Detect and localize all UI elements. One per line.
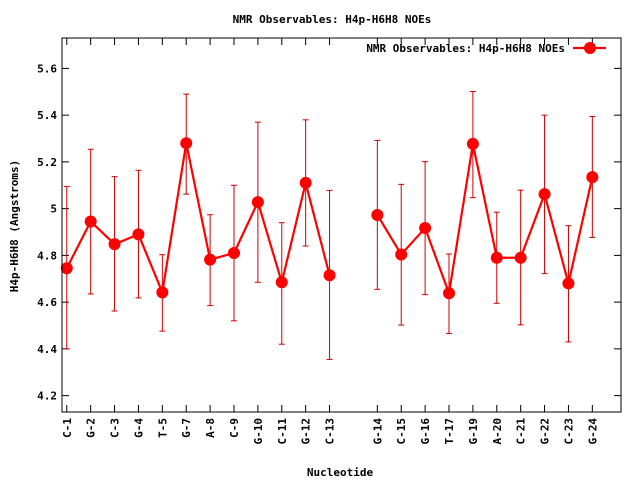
data-point — [562, 277, 575, 290]
x-tick-label: G-4 — [132, 418, 145, 438]
x-tick-label: C-11 — [276, 418, 289, 445]
x-tick-label: G-14 — [371, 418, 384, 445]
x-tick-label: C-21 — [515, 418, 528, 445]
x-tick-label: G-19 — [467, 418, 480, 445]
x-tick-label: G-7 — [180, 418, 193, 438]
data-point — [204, 253, 217, 266]
x-tick-label: G-22 — [539, 418, 552, 445]
x-tick-label: C-9 — [228, 418, 241, 438]
data-point — [371, 208, 384, 221]
data-point — [490, 251, 503, 264]
data-point — [156, 286, 169, 299]
plot-frame — [61, 37, 622, 413]
legend-marker — [584, 42, 596, 54]
x-tick-label: G-16 — [419, 418, 432, 445]
data-point — [419, 222, 432, 235]
y-tick-label: 4.8 — [37, 249, 57, 262]
series-line — [376, 143, 594, 298]
x-tick-label: G-10 — [252, 418, 265, 445]
data-point — [275, 276, 288, 289]
x-tick-label: G-2 — [85, 418, 98, 438]
data-point — [538, 188, 551, 201]
x-tick-label: A-8 — [204, 418, 217, 438]
x-tick-label: T-17 — [443, 418, 456, 445]
x-tick-label: C-15 — [395, 418, 408, 445]
y-tick-label: 5.4 — [37, 109, 57, 122]
y-tick-label: 5.2 — [37, 156, 57, 169]
data-point — [443, 287, 455, 300]
plot-area: 4.2 4.4 4.6 4.8 5 5.2 5.4 5.6 C-1 G-2 C-3 G-4 T-5 G-7… — [37, 38, 621, 445]
x-tick-label: C-1 — [61, 418, 74, 438]
x-tick-label: G-12 — [300, 418, 313, 445]
data-point — [323, 269, 336, 282]
data-point — [84, 215, 97, 228]
data-point — [60, 262, 73, 275]
data-point — [132, 228, 145, 241]
x-tick-label: C-23 — [562, 418, 575, 445]
legend-label: NMR Observables: H4p-H6H8 NOEs — [366, 42, 565, 55]
y-tick-label: 5 — [50, 203, 57, 216]
x-axis-label: Nucleotide — [307, 466, 374, 479]
data-point — [180, 137, 193, 150]
data-point — [228, 247, 240, 260]
data-point — [395, 248, 408, 261]
x-tick-label: A-20 — [491, 418, 504, 445]
y-tick-label: 4.6 — [37, 296, 57, 309]
x-tick-label: G-24 — [586, 418, 599, 445]
x-tick-label: C-3 — [109, 418, 122, 438]
chart-title: NMR Observables: H4p-H6H8 NOEs — [233, 13, 432, 26]
data-point — [586, 171, 599, 184]
series-line — [65, 142, 331, 297]
legend: NMR Observables: H4p-H6H8 NOEs — [366, 42, 606, 55]
y-tick-label: 5.6 — [37, 62, 57, 75]
data-point — [299, 176, 312, 189]
data-point — [466, 137, 479, 150]
data-point — [251, 196, 264, 209]
y-tick-label: 4.2 — [37, 390, 57, 403]
data-point — [108, 238, 121, 251]
y-tick-label: 4.4 — [37, 343, 57, 356]
x-tick-label: T-5 — [156, 418, 169, 438]
data-point — [514, 251, 527, 264]
x-tick-label: C-13 — [324, 418, 337, 445]
y-axis-label: H4p-H6H8 (Angstroms) — [8, 160, 21, 292]
